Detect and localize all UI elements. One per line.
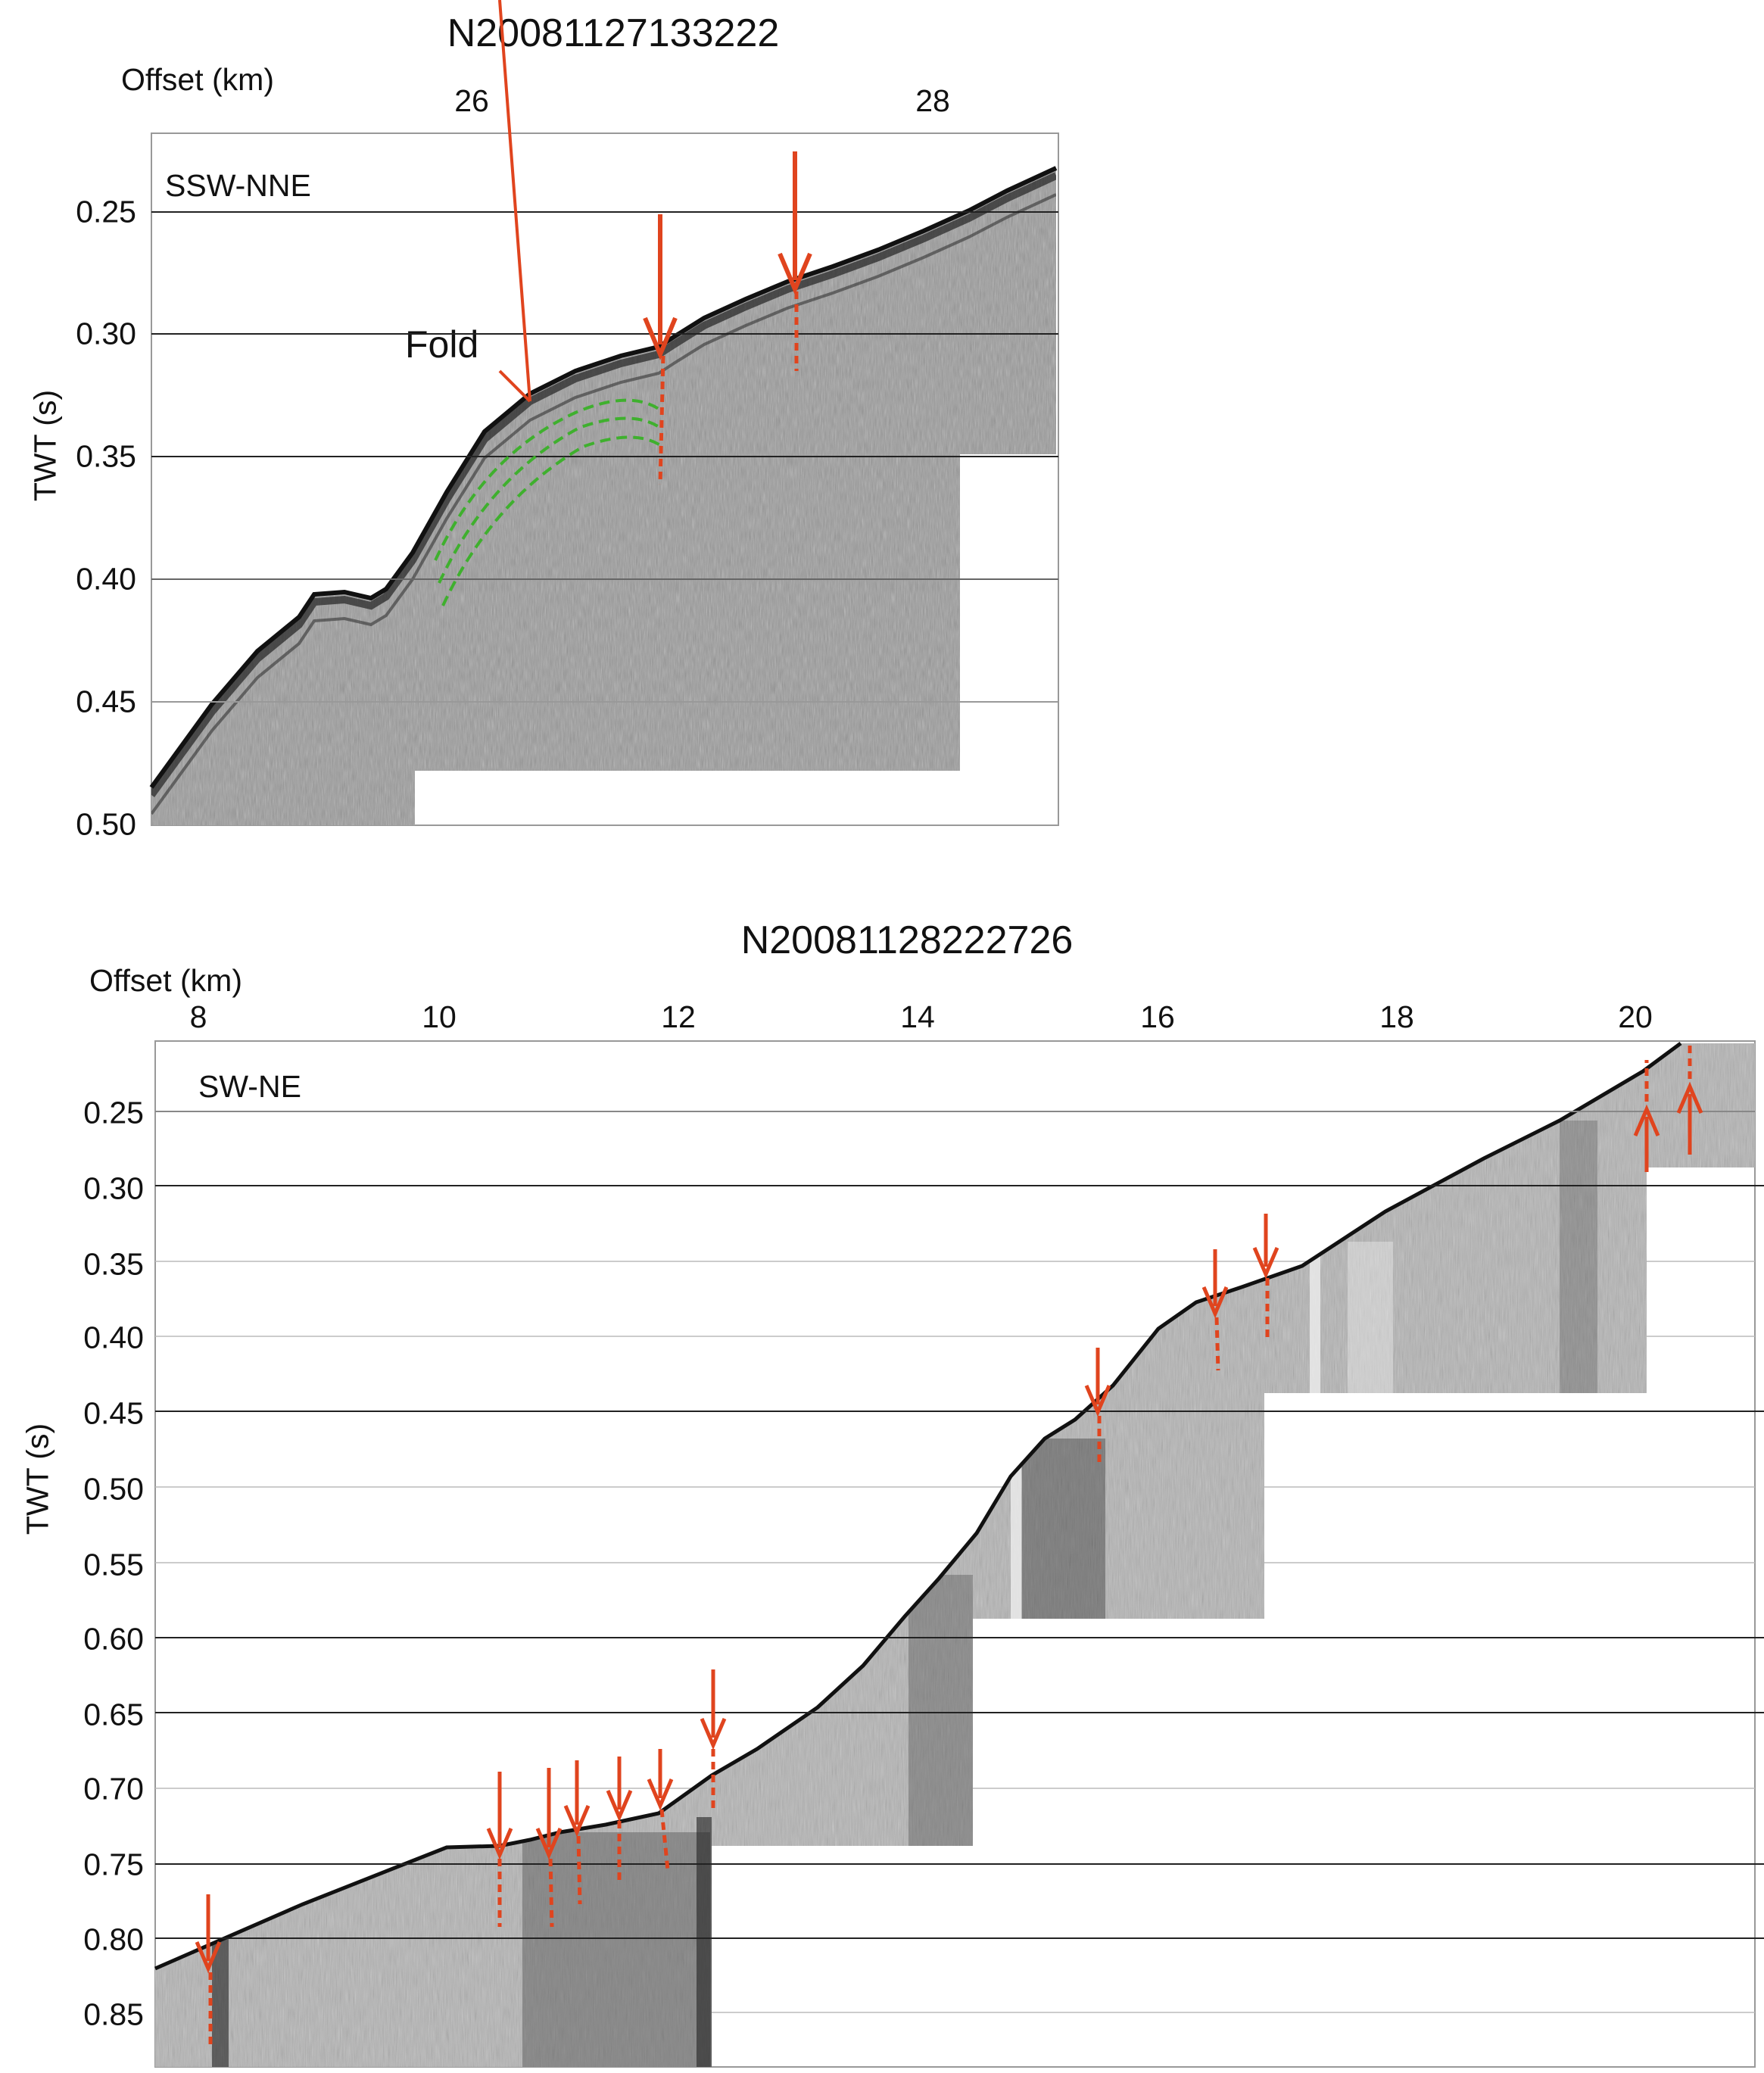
y-tick-label: 0.50: [83, 1471, 144, 1507]
y-tick-label: 0.45: [83, 1395, 144, 1431]
x-axis-label: Offset (km): [121, 62, 274, 97]
y-tick-label: 0.65: [83, 1697, 144, 1732]
x-tick-label: 10: [422, 999, 457, 1034]
fault-arrow: [1252, 1214, 1279, 1339]
fault-arrow: [1633, 1060, 1660, 1172]
plot-frame: [154, 1040, 1756, 2068]
y-tick-label: 0.35: [76, 438, 136, 474]
x-tick-label: 18: [1379, 999, 1414, 1034]
fault-arrow: [1201, 1249, 1229, 1371]
y-tick-label: 0.45: [76, 684, 136, 719]
x-axis-label: Offset (km): [89, 963, 242, 998]
y-tick-label: 0.30: [76, 316, 136, 351]
fault-arrow: [778, 151, 812, 371]
fault-arrows-up: [1633, 1043, 1703, 1172]
seafloor-reflector: [154, 1041, 1682, 1971]
fold-annotation: Fold: [405, 323, 479, 366]
fold-pointer-line: [498, 369, 531, 403]
x-tick-label: 26: [454, 83, 489, 118]
major-gridlines-bottom: [155, 1111, 1764, 1939]
y-tick-label: 0.40: [83, 1320, 144, 1355]
y-tick-label: 0.70: [83, 1771, 144, 1806]
gridlines-top: [151, 211, 1058, 703]
fault-arrow: [700, 1669, 727, 1813]
plot-frame: [151, 132, 1059, 826]
y-tick-label: 0.85: [83, 1997, 144, 2032]
fault-arrow: [1676, 1043, 1703, 1155]
x-tick-label: 14: [900, 999, 935, 1034]
x-tick-label: 28: [915, 83, 950, 118]
seismic-data-bottom: [155, 1043, 1755, 2067]
y-tick-label: 0.60: [83, 1621, 144, 1657]
fault-arrow: [643, 214, 678, 485]
y-tick-label: 0.55: [83, 1547, 144, 1582]
seafloor-reflector: [149, 166, 1058, 789]
direction-label: SW-NE: [198, 1069, 301, 1104]
fault-arrow: [1084, 1348, 1111, 1465]
figure-title: N20081128222726: [740, 918, 1074, 962]
fault-arrow: [563, 1760, 591, 1905]
fold-horizons: [434, 398, 664, 606]
fault-arrow: [486, 1772, 513, 1927]
direction-label: SSW-NNE: [165, 168, 311, 203]
fault-arrow: [606, 1757, 633, 1885]
y-tick-label: 0.25: [83, 1095, 144, 1130]
y-tick-label: 0.75: [83, 1847, 144, 1882]
fault-arrow: [647, 1749, 674, 1871]
y-tick-label: 0.50: [76, 806, 136, 842]
x-tick-label: 20: [1618, 999, 1653, 1034]
x-tick-label: 16: [1140, 999, 1175, 1034]
y-tick-label: 0.40: [76, 561, 136, 597]
y-tick-label: 0.25: [76, 194, 136, 229]
y-tick-label: 0.80: [83, 1922, 144, 1957]
x-tick-label: 8: [189, 999, 207, 1034]
fault-arrow: [535, 1768, 563, 1928]
fold-pointer-line: [498, 0, 531, 402]
fault-arrows-down: [195, 1214, 1279, 2044]
y-tick-label: 0.30: [83, 1171, 144, 1206]
x-tick-label: 12: [661, 999, 696, 1034]
y-tick-label: 0.35: [83, 1246, 144, 1282]
seismic-section-top: [149, 0, 1059, 826]
fault-arrow: [195, 1894, 222, 2044]
